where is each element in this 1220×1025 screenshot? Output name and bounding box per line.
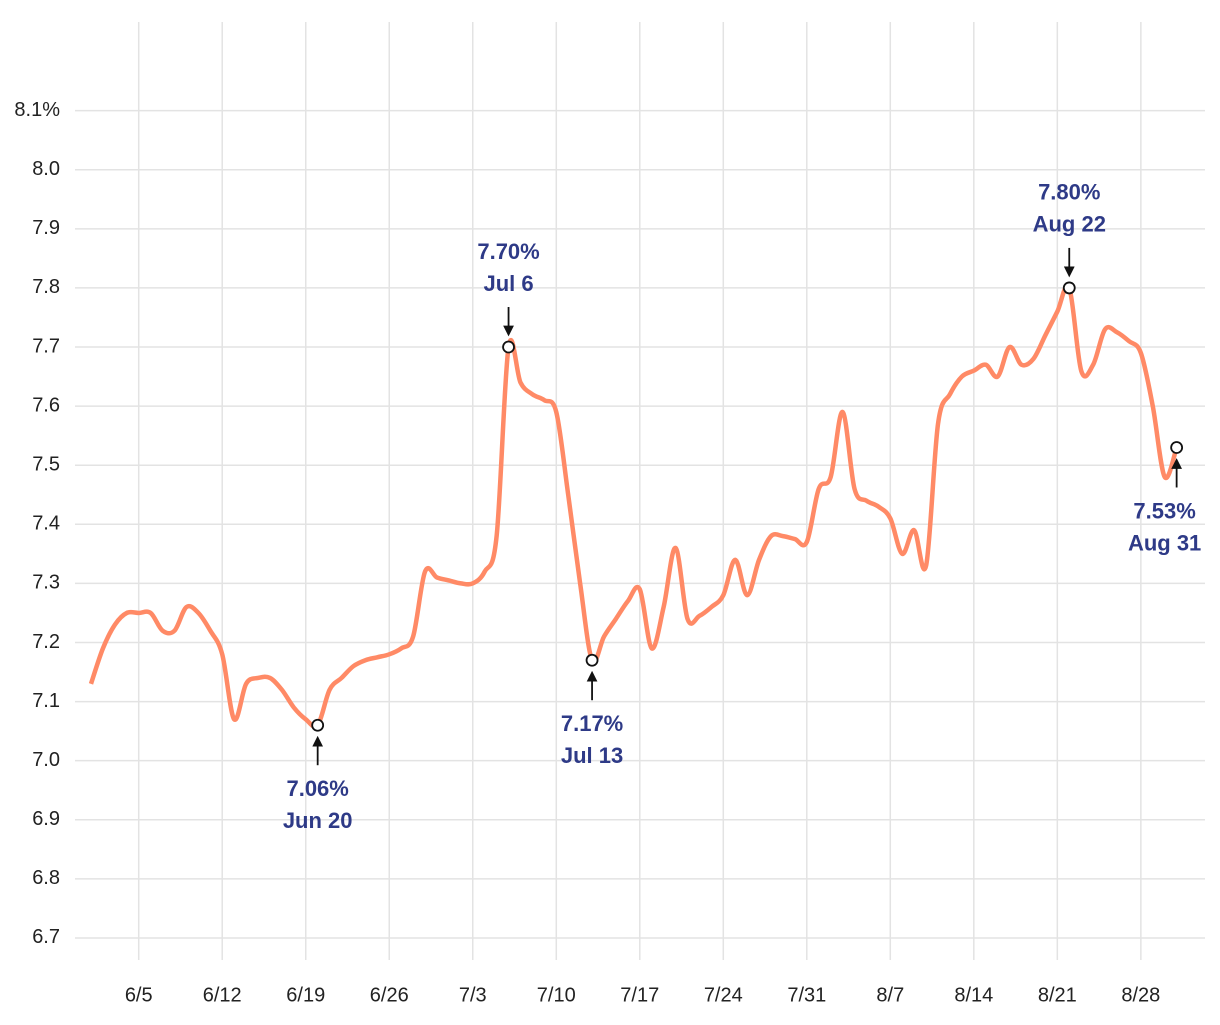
x-tick-label: 8/7 <box>876 984 904 1006</box>
y-tick-label: 6.8 <box>32 867 60 889</box>
x-tick-label: 6/26 <box>370 984 409 1006</box>
annotated-point <box>585 653 599 667</box>
annotation-date: Jun 20 <box>283 808 353 833</box>
x-tick-label: 7/17 <box>620 984 659 1006</box>
y-tick-label: 7.3 <box>32 572 60 594</box>
y-tick-label: 6.7 <box>32 926 60 948</box>
x-tick-label: 7/24 <box>704 984 743 1006</box>
x-tick-label: 8/21 <box>1038 984 1077 1006</box>
x-tick-label: 7/31 <box>787 984 826 1006</box>
annotation-value: 7.80% <box>1038 180 1100 205</box>
y-tick-label: 7.9 <box>32 217 60 239</box>
x-tick-label: 8/28 <box>1121 984 1160 1006</box>
y-tick-label: 8.1% <box>14 99 60 121</box>
annotation-date: Jul 13 <box>561 743 623 768</box>
annotated-point <box>502 340 515 354</box>
y-tick-label: 7.4 <box>32 513 60 535</box>
y-tick-label: 7.2 <box>32 631 60 653</box>
annotation-value: 7.17% <box>561 711 623 736</box>
y-tick-label: 7.0 <box>32 749 60 771</box>
y-tick-label: 7.1 <box>32 690 60 712</box>
y-tick-label: 7.8 <box>32 276 60 298</box>
y-tick-label: 6.9 <box>32 808 60 830</box>
annotated-point <box>311 718 325 732</box>
annotation-date: Aug 31 <box>1128 530 1201 555</box>
y-tick-label: 7.7 <box>32 335 60 357</box>
annotation-date: Jul 6 <box>483 271 533 296</box>
annotated-point <box>1170 441 1184 454</box>
annotation-value: 7.53% <box>1133 498 1195 523</box>
annotation-date: Aug 22 <box>1033 212 1106 237</box>
y-tick-label: 8.0 <box>32 158 60 180</box>
x-tick-label: 6/19 <box>286 984 325 1006</box>
annotated-point <box>1062 281 1076 295</box>
y-tick-label: 7.5 <box>32 453 60 475</box>
line <box>88 283 1179 729</box>
x-tick-label: 7/3 <box>459 984 487 1006</box>
annotation-value: 7.70% <box>477 239 539 264</box>
annotation-value: 7.06% <box>286 776 348 801</box>
y-tick-label: 7.6 <box>32 394 60 416</box>
x-tick-label: 7/10 <box>537 984 576 1006</box>
x-tick-label: 6/12 <box>203 984 242 1006</box>
x-tick-label: 6/5 <box>125 984 153 1006</box>
x-tick-label: 8/14 <box>954 984 993 1006</box>
